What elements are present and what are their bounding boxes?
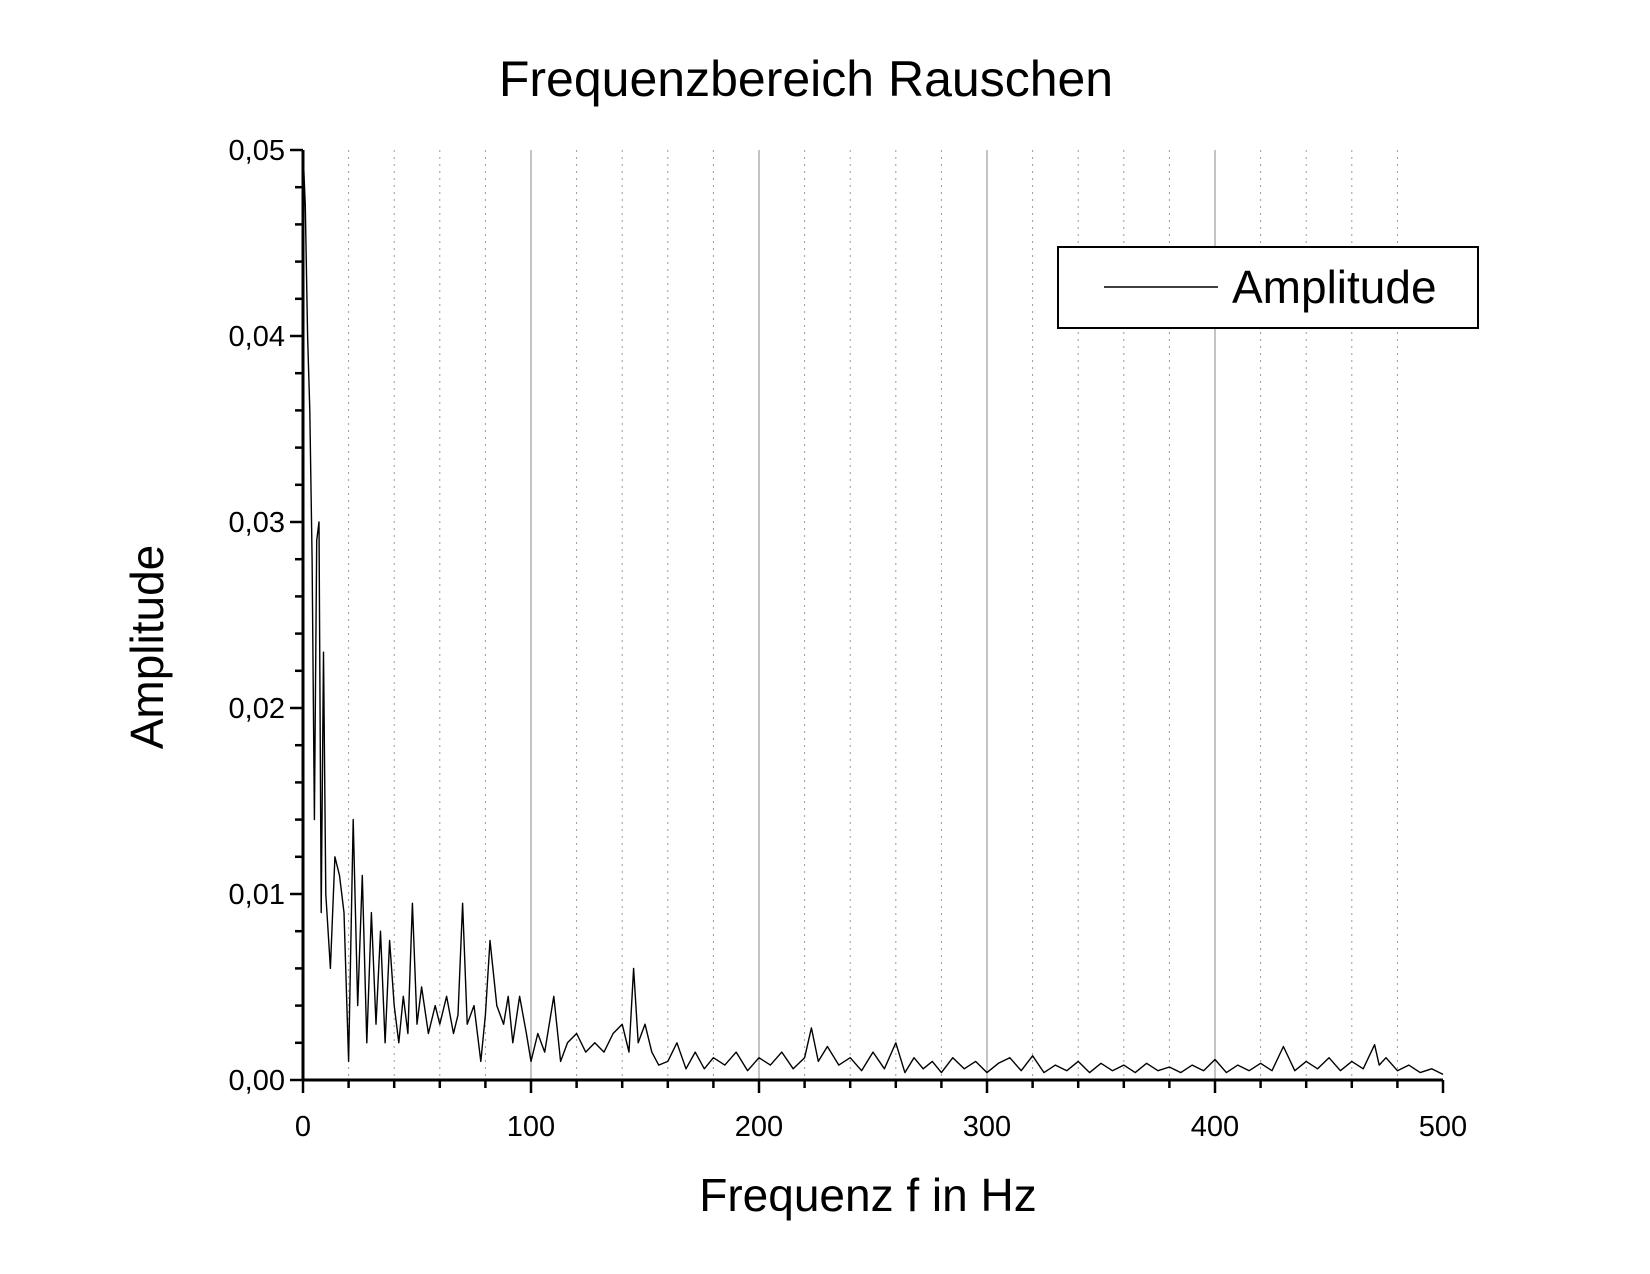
legend: Amplitude <box>1057 246 1479 329</box>
x-tick-label: 300 <box>963 1111 1011 1143</box>
x-tick-label: 100 <box>507 1111 555 1143</box>
x-tick-label: 0 <box>295 1111 311 1143</box>
y-axis-label: Amplitude <box>121 545 173 750</box>
axes <box>301 150 1443 1082</box>
x-tick-label: 500 <box>1419 1111 1467 1143</box>
chart-title: Frequenzbereich Rauschen <box>499 51 1113 107</box>
y-tick-label: 0,04 <box>229 321 285 353</box>
series-group <box>302 149 1444 1076</box>
x-axis-label: Frequenz f in Hz <box>699 1169 1036 1221</box>
y-tick-label: 0,02 <box>229 693 285 725</box>
y-tick-label: 0,01 <box>229 879 285 911</box>
ticks: 0,00 0,01 0,02 0,03 0,04 0,05 0 100 200 300 400 500 <box>229 135 1468 1143</box>
legend-label: Amplitude <box>1232 261 1437 313</box>
y-tick-label: 0,00 <box>229 1065 285 1097</box>
x-tick-label: 200 <box>735 1111 783 1143</box>
x-tick-label: 400 <box>1191 1111 1239 1143</box>
series-line-amplitude <box>302 149 1444 1076</box>
y-tick-label: 0,03 <box>229 507 285 539</box>
y-tick-label: 0,05 <box>229 135 285 167</box>
